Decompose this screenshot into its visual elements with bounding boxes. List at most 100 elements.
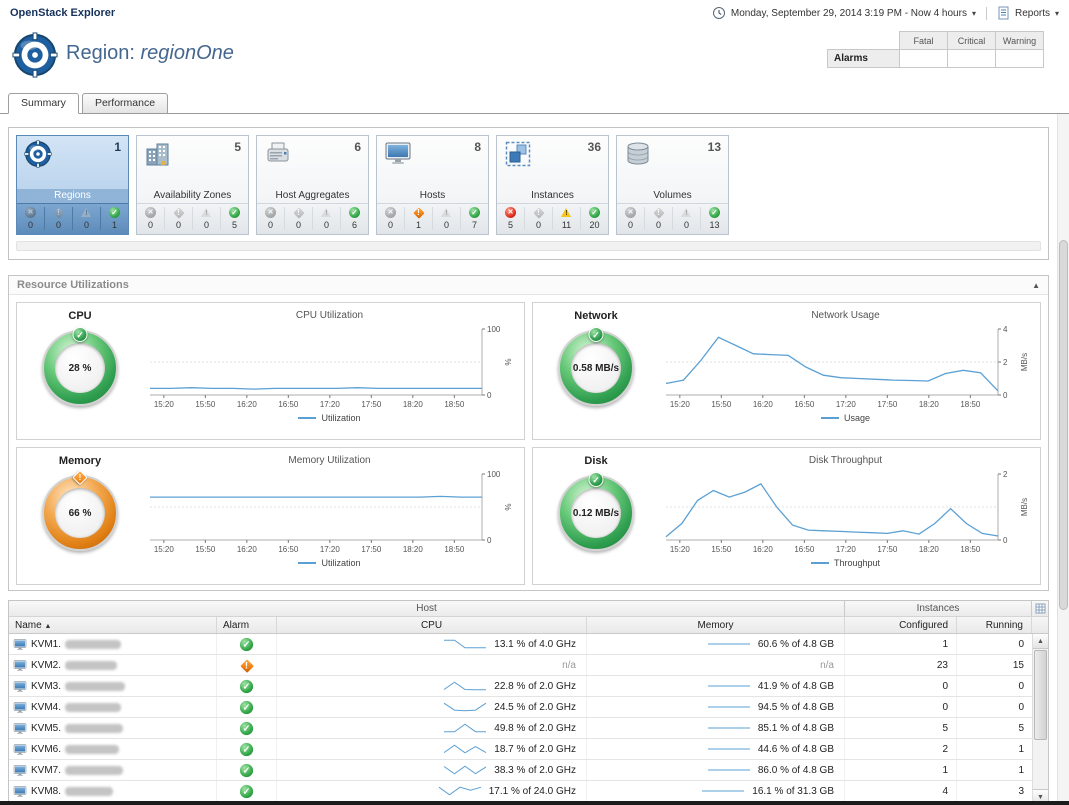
- tab-performance[interactable]: Performance: [81, 93, 169, 114]
- fatal-icon: [385, 207, 396, 218]
- disk-quadrant: Disk 0.12 MB/s Disk Throughput 0 2 MB/s 15:…: [532, 447, 1041, 585]
- table-row[interactable]: KVM8. 17.1 % of 24.0 GHz 16.1 % of 31.3 …: [9, 781, 1032, 802]
- reports-caret-icon[interactable]: ▾: [1054, 8, 1059, 18]
- running-count: 15: [1012, 659, 1024, 671]
- alarm-status-icon[interactable]: [240, 658, 253, 671]
- scroll-up-icon[interactable]: ▲: [1033, 634, 1048, 649]
- tab-summary[interactable]: Summary: [8, 93, 79, 114]
- tile-availability-zones[interactable]: 5 Availability Zones 0 0 0 5: [136, 135, 249, 235]
- warning-count: 11: [561, 220, 572, 230]
- network-gauge[interactable]: 0.58 MB/s: [558, 327, 634, 406]
- critical-icon: [293, 207, 304, 218]
- tile-regions[interactable]: 1 Regions 0 0 0 1: [16, 135, 129, 235]
- warning-icon: [321, 207, 332, 218]
- table-scrollbar[interactable]: ▲ ▼: [1032, 634, 1048, 804]
- table-row[interactable]: KVM6. 18.7 % of 2.0 GHz 44.6 % of 4.8 GB…: [9, 739, 1032, 760]
- tiles-scrollbar[interactable]: [16, 241, 1041, 251]
- table-row[interactable]: KVM2. n/a n/a 23 15: [9, 655, 1032, 676]
- alarm-status-icon[interactable]: [239, 700, 254, 714]
- svg-text:18:20: 18:20: [402, 400, 423, 409]
- svg-text:16:50: 16:50: [278, 545, 299, 554]
- legend-label: Usage: [843, 413, 870, 423]
- column-header-running[interactable]: Running: [957, 617, 1032, 633]
- tile-volumes[interactable]: 13 Volumes 0 0 0 13: [616, 135, 729, 235]
- svg-text:0: 0: [487, 536, 492, 545]
- svg-text:15:50: 15:50: [195, 545, 216, 554]
- svg-text:0: 0: [487, 391, 492, 400]
- fatal-count: 0: [27, 220, 33, 230]
- memory-quadrant: Memory 66 % Memory Utilization 0 100% 15:2…: [16, 447, 525, 585]
- warning-icon: [561, 207, 572, 218]
- table-row[interactable]: KVM4. 24.5 % of 2.0 GHz 94.5 % of 4.8 GB…: [9, 697, 1032, 718]
- memory-sparkline: [707, 769, 750, 771]
- alarms-warning-value[interactable]: [995, 49, 1044, 68]
- cpu-gauge[interactable]: 28 %: [42, 327, 118, 406]
- alarm-status-icon[interactable]: [239, 784, 254, 798]
- svg-text:0: 0: [1003, 536, 1008, 545]
- resource-utilizations-panel: Resource Utilizations ▲ CPU 28 % CPU Uti…: [8, 275, 1049, 591]
- alarm-status-icon[interactable]: [239, 679, 254, 693]
- alarms-critical-value[interactable]: [947, 49, 996, 68]
- column-header-alarm[interactable]: Alarm: [217, 617, 277, 633]
- app-title: OpenStack Explorer: [10, 7, 116, 19]
- svg-text:16:20: 16:20: [236, 400, 257, 409]
- alarm-status-icon[interactable]: [239, 763, 254, 777]
- gauge-status-badge: [588, 472, 604, 487]
- table-row[interactable]: KVM5. 49.8 % of 2.0 GHz 85.1 % of 4.8 GB…: [9, 718, 1032, 739]
- svg-text:17:50: 17:50: [361, 545, 382, 554]
- svg-text:MB/s: MB/s: [1020, 353, 1029, 371]
- collapse-panel-icon[interactable]: ▲: [1032, 280, 1040, 290]
- page-scroll-thumb[interactable]: [1059, 240, 1068, 610]
- tile-name: Hosts: [419, 190, 446, 201]
- scroll-down-icon[interactable]: ▼: [1033, 789, 1048, 804]
- fatal-count: 0: [267, 220, 273, 230]
- column-header-name[interactable]: Name ▲: [9, 617, 217, 633]
- svg-text:MB/s: MB/s: [1020, 498, 1029, 516]
- chart-title: Disk Throughput: [808, 455, 883, 466]
- host-icon: [13, 764, 27, 777]
- column-header-memory[interactable]: Memory: [587, 617, 845, 633]
- memory-value: 94.5 % of 4.8 GB: [757, 701, 834, 713]
- tile-instances[interactable]: 36 Instances 5 0 11 20: [496, 135, 609, 235]
- page-scrollbar[interactable]: [1057, 114, 1069, 801]
- availability-zone-icon: [144, 140, 172, 168]
- table-row[interactable]: KVM7. 38.3 % of 2.0 GHz 86.0 % of 4.8 GB…: [9, 760, 1032, 781]
- cpu-value: 17.1 % of 24.0 GHz: [488, 785, 576, 797]
- network-quadrant: Network 0.58 MB/s Network Usage 0 2 4 MB/s 1…: [532, 302, 1041, 440]
- alarm-status-icon[interactable]: [239, 721, 254, 735]
- memory-gauge[interactable]: 66 %: [42, 469, 118, 551]
- table-customizer-icon[interactable]: [1035, 603, 1046, 614]
- alarms-row-label: Alarms: [827, 49, 900, 68]
- panel-title: Resource Utilizations: [17, 279, 129, 291]
- table-row[interactable]: KVM3. 22.8 % of 2.0 GHz 41.9 % of 4.8 GB…: [9, 676, 1032, 697]
- reports-label[interactable]: Reports: [1014, 7, 1050, 19]
- normal-icon: [349, 207, 360, 218]
- tile-status-row: 0 0 0 13: [617, 203, 728, 234]
- disk-gauge[interactable]: 0.12 MB/s: [558, 472, 634, 551]
- fatal-count: 0: [387, 220, 393, 230]
- svg-text:18:50: 18:50: [960, 400, 981, 409]
- fatal-icon: [145, 207, 156, 218]
- alarms-fatal-value[interactable]: [899, 49, 948, 68]
- tile-host-aggregates[interactable]: 6 Host Aggregates 0 0 0 6: [256, 135, 369, 235]
- table-row[interactable]: KVM1. 13.1 % of 4.0 GHz 60.6 % of 4.8 GB…: [9, 634, 1032, 655]
- cpu-value: n/a: [562, 659, 576, 671]
- group-header-instances: Instances: [845, 601, 1032, 616]
- fatal-icon: [505, 207, 516, 218]
- tile-hosts[interactable]: 8 Hosts 0 1 0 7: [376, 135, 489, 235]
- alarm-status-icon[interactable]: [239, 742, 254, 756]
- cpu-sparkline: [444, 723, 487, 733]
- host-table: Host Instances Name ▲ Alarm CPU Memory C…: [8, 600, 1049, 805]
- alarm-status-icon[interactable]: [239, 637, 254, 651]
- normal-icon: [589, 207, 600, 218]
- svg-text:15:20: 15:20: [669, 545, 690, 554]
- instances-icon: [504, 140, 532, 168]
- column-header-configured[interactable]: Configured: [845, 617, 957, 633]
- host-name: KVM3.: [31, 680, 62, 692]
- column-header-cpu[interactable]: CPU: [277, 617, 587, 633]
- cpu-sparkline: [438, 786, 481, 796]
- tile-name: Volumes: [653, 190, 692, 201]
- time-range-caret-icon[interactable]: ▾: [971, 8, 976, 18]
- time-range-label[interactable]: Monday, September 29, 2014 3:19 PM - Now…: [730, 7, 967, 19]
- scroll-thumb[interactable]: [1034, 650, 1047, 740]
